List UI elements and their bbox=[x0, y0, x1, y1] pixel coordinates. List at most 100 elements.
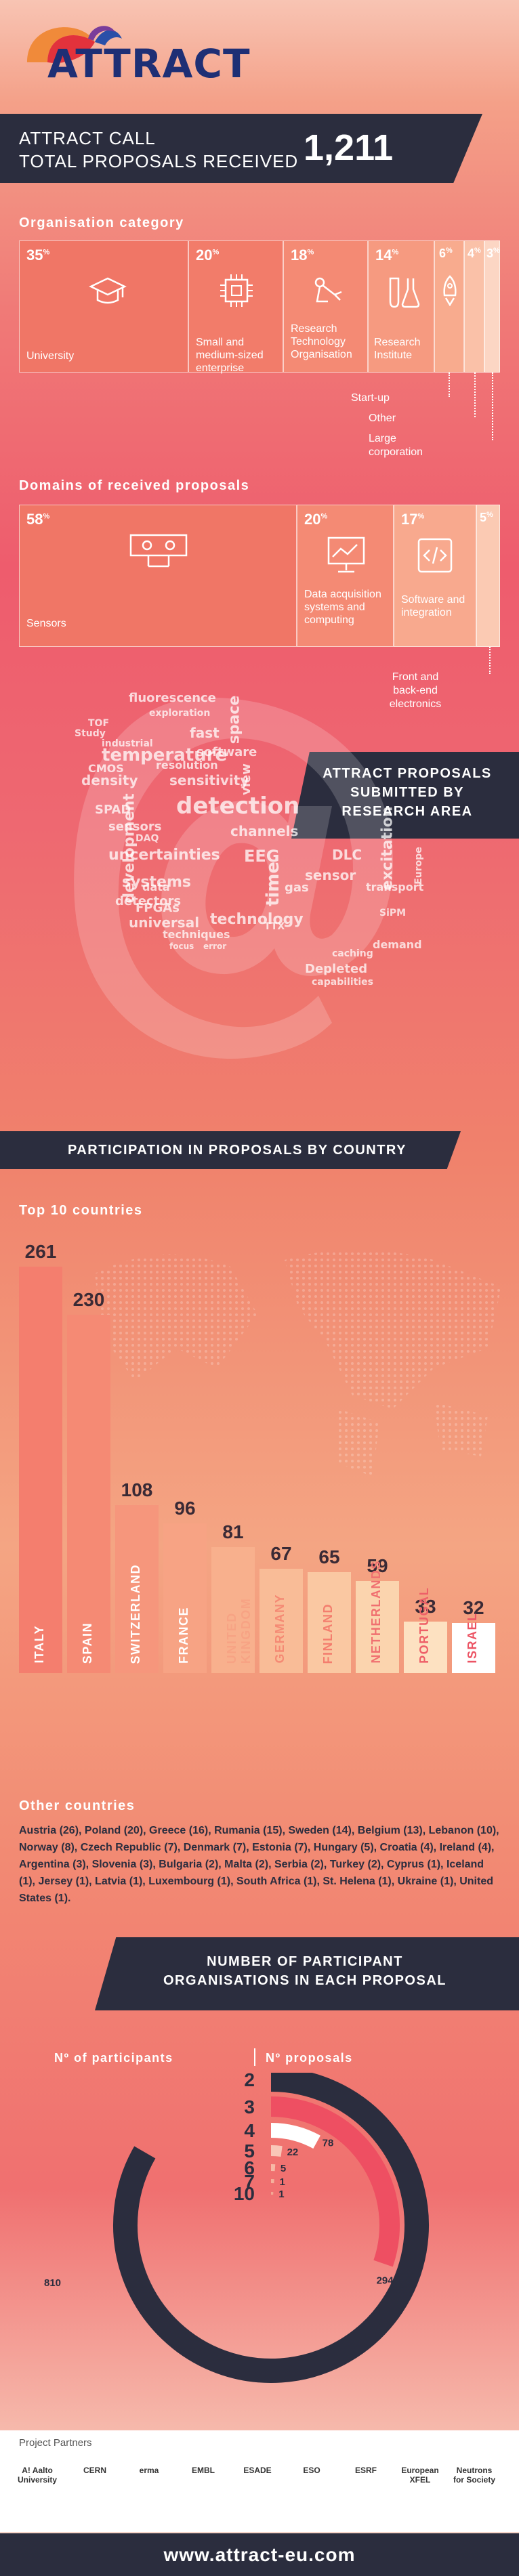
proposals-value-label: 1 bbox=[278, 2189, 284, 2200]
other-countries-title: Other countries bbox=[19, 1798, 136, 1813]
world-map-icon bbox=[95, 1250, 501, 1477]
callout-large-corporation: Large corporation bbox=[369, 433, 423, 458]
word-cloud-word: sensors bbox=[108, 820, 162, 834]
org-category-title: Organisation category bbox=[19, 215, 184, 230]
call-line-2: TOTAL PROPOSALS RECEIVED bbox=[19, 151, 299, 171]
category-label: Research Technology Organisation bbox=[291, 323, 352, 360]
participants-count-label: 7 bbox=[244, 2171, 255, 2192]
bar-portugal bbox=[404, 1622, 447, 1673]
word-cloud-word: detectors bbox=[115, 894, 182, 908]
bar-netherlands bbox=[356, 1581, 399, 1673]
bar-category-label: PORTUGAL bbox=[417, 1587, 431, 1664]
category-sme: 20% Small and medium-sized enterprise bbox=[188, 240, 283, 374]
domain-pct: 17 bbox=[401, 511, 418, 528]
domain-daq: 20% Data acquisition systems and computi… bbox=[297, 505, 394, 647]
bar-category-label: FRANCE bbox=[177, 1607, 190, 1664]
bar-category-label: GERMANY bbox=[273, 1594, 287, 1664]
participants-count-label: 3 bbox=[244, 2096, 255, 2117]
category-other: 4% bbox=[464, 240, 484, 373]
word-cloud-word: sensitivity bbox=[169, 772, 249, 788]
domain-label: Sensors bbox=[26, 618, 66, 629]
bar-united-kingdom bbox=[211, 1546, 255, 1673]
category-university: 35% University bbox=[19, 240, 188, 373]
callout-startup: Start-up bbox=[351, 392, 390, 404]
word-cloud-word: view bbox=[238, 763, 253, 795]
partner-logo: CERN bbox=[83, 2466, 106, 2475]
word-cloud-word: sensor bbox=[305, 867, 356, 883]
word-cloud-word: space bbox=[226, 695, 243, 744]
robot-arm-icon bbox=[314, 277, 342, 303]
footer-url[interactable]: www.attract-eu.com bbox=[0, 2533, 519, 2576]
word-cloud-word: time bbox=[263, 861, 284, 907]
bar-finland bbox=[308, 1571, 351, 1673]
monitor-icon bbox=[327, 536, 365, 573]
word-cloud-word: resolution bbox=[156, 759, 218, 772]
bar-value-label: 108 bbox=[121, 1479, 153, 1500]
category-pct: 35 bbox=[26, 247, 43, 263]
bar-value-label: 65 bbox=[318, 1546, 340, 1567]
bar-israel bbox=[452, 1623, 495, 1673]
word-cloud-word: Depleted bbox=[305, 962, 368, 976]
bar-category-label: NETHERLANDS bbox=[369, 1560, 383, 1664]
participants-title-line-1: NUMBER OF PARTICIPANT bbox=[207, 1954, 403, 1969]
word-cloud-word: temperature bbox=[102, 745, 228, 765]
bar-value-label: 32 bbox=[463, 1597, 484, 1619]
partner-logo: ESADE bbox=[243, 2466, 272, 2475]
word-cloud-word: excitation bbox=[379, 806, 396, 891]
category-large-corporation: 3% bbox=[484, 240, 500, 373]
category-label: Small and medium-sized enterprise bbox=[196, 337, 264, 374]
partners-panel bbox=[0, 2430, 519, 2532]
domain-label: Data acquisition systems and computing bbox=[304, 589, 381, 626]
bar-category-label: SPAIN bbox=[81, 1622, 94, 1664]
word-cloud-word: gas bbox=[285, 881, 309, 895]
partners-title: Project Partners bbox=[19, 2437, 92, 2449]
participants-count-label: 4 bbox=[244, 2120, 255, 2141]
word-cloud-word: CMOS bbox=[88, 762, 124, 775]
proposals-value-label: 78 bbox=[323, 2137, 334, 2149]
word-cloud-word: caching bbox=[332, 948, 373, 959]
partner-logo: European XFEL bbox=[401, 2466, 439, 2485]
domain-pct: 58 bbox=[26, 511, 43, 528]
word-cloud-word: uncertainties bbox=[108, 847, 220, 864]
bar-germany bbox=[260, 1568, 303, 1673]
total-proposals: 1,211 bbox=[304, 127, 394, 168]
bar-value-label: 67 bbox=[270, 1542, 292, 1564]
call-title: ATTRACT CALL TOTAL PROPOSALS RECEIVED bbox=[19, 127, 298, 173]
bar-spain bbox=[67, 1315, 110, 1673]
category-startup: 6% bbox=[434, 240, 464, 373]
category-label: University bbox=[26, 350, 75, 362]
word-cloud-word: SiPM bbox=[379, 908, 407, 919]
domain-label: Software and integration bbox=[401, 594, 465, 618]
word-cloud-shape bbox=[74, 697, 394, 1059]
bar-france bbox=[163, 1523, 207, 1673]
bar-value-label: 59 bbox=[367, 1555, 388, 1577]
partner-logo: Neutrons for Society bbox=[453, 2466, 495, 2485]
category-pct: 3 bbox=[486, 247, 494, 260]
word-cloud-word: SPAD bbox=[95, 803, 131, 817]
research-area-banner bbox=[291, 752, 519, 839]
word-cloud-word: detection bbox=[176, 793, 300, 820]
bar-value-label: 261 bbox=[24, 1241, 57, 1262]
participants-arc bbox=[270, 2123, 320, 2149]
category-label: Research Institute bbox=[374, 337, 421, 361]
other-countries-list: Austria (26), Poland (20), Greece (16), … bbox=[19, 1825, 499, 1904]
word-cloud-word: industrial bbox=[102, 738, 153, 749]
word-cloud-word: channels bbox=[230, 823, 299, 839]
word-cloud-word: systems bbox=[122, 874, 191, 891]
top-countries-chart: 261 ITALY 230 SPAIN 108 SWITZERLAND 96 FRANCE 81… bbox=[19, 1219, 501, 1673]
domain-electronics: 5% bbox=[476, 505, 500, 647]
callout-line bbox=[492, 373, 493, 440]
participants-banner bbox=[95, 1937, 519, 2010]
rocket-icon bbox=[443, 275, 457, 306]
call-line-1: ATTRACT CALL bbox=[19, 128, 156, 148]
domain-software: 17% Software and integration bbox=[394, 505, 476, 647]
call-banner bbox=[0, 114, 482, 183]
partner-logo: erma bbox=[139, 2466, 159, 2475]
attract-logo-icon bbox=[27, 26, 122, 63]
word-cloud-word: techniques bbox=[163, 928, 230, 941]
partner-logo: ESRF bbox=[354, 2466, 377, 2475]
callout-line bbox=[489, 647, 491, 674]
code-icon bbox=[417, 538, 453, 573]
top-countries-title: Top 10 countries bbox=[19, 1203, 143, 1218]
